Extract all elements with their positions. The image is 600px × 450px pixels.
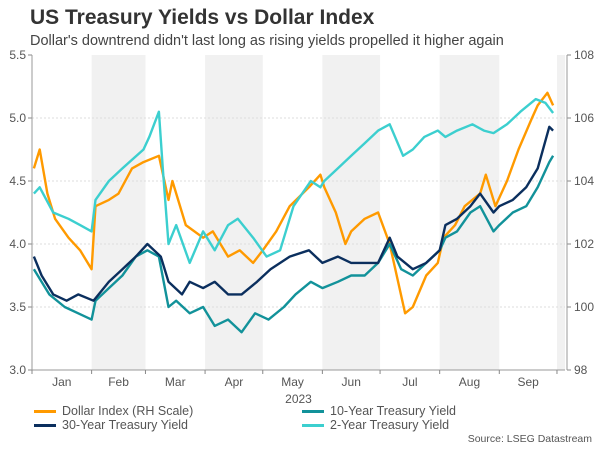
legend-swatch xyxy=(302,409,324,413)
y-left-tick-label: 4.5 xyxy=(9,174,26,188)
series-line-10-year-treasury-yield xyxy=(32,155,555,334)
y-right-tick-label: 106 xyxy=(574,111,594,125)
shaded-band xyxy=(556,55,565,370)
chart-subtitle: Dollar's downtrend didn't last long as r… xyxy=(30,33,504,49)
legend-label: Dollar Index (RH Scale) xyxy=(62,404,194,418)
legend-item-dollar: Dollar Index (RH Scale) xyxy=(34,404,193,418)
y-left-tick-label: 4.0 xyxy=(9,237,26,251)
shaded-band xyxy=(322,55,381,370)
y-left-tick-label: 3.0 xyxy=(9,363,26,377)
x-tick-label: Sep xyxy=(517,375,539,389)
y-left-tick-label: 5.5 xyxy=(9,48,26,62)
legend-swatch xyxy=(302,423,324,427)
legend-swatch xyxy=(34,409,56,413)
y-left-tick-label: 3.5 xyxy=(9,300,26,314)
shaded-band xyxy=(91,55,146,370)
series-line-2-year-treasury-yield xyxy=(33,97,555,265)
y-right-tick-label: 108 xyxy=(574,48,594,62)
x-tick-label: Aug xyxy=(459,375,480,389)
x-tick-label: May xyxy=(281,375,304,389)
x-tick-label: Apr xyxy=(225,375,244,389)
series-line-30-year-treasury-yield xyxy=(32,125,554,302)
legend-swatch xyxy=(34,423,56,427)
x-tick-label: Mar xyxy=(165,375,186,389)
legend-item-10y: 10-Year Treasury Yield xyxy=(302,404,456,418)
x-tick-label: Jun xyxy=(342,375,361,389)
legend-label: 2-Year Treasury Yield xyxy=(330,418,450,432)
y-right-tick-label: 100 xyxy=(574,300,594,314)
source-note: Source: LSEG Datastream xyxy=(467,433,592,445)
x-tick-label: Jul xyxy=(402,375,417,389)
x-tick-label: Jan xyxy=(52,375,71,389)
y-left-tick-label: 5.0 xyxy=(9,111,26,125)
legend-item-30y: 30-Year Treasury Yield xyxy=(34,418,188,432)
y-right-tick-label: 98 xyxy=(574,363,588,377)
x-axis-label: 2023 xyxy=(285,392,312,406)
legend-label: 10-Year Treasury Yield xyxy=(330,404,457,418)
y-right-tick-label: 102 xyxy=(574,237,594,251)
chart-title: US Treasury Yields vs Dollar Index xyxy=(30,6,375,29)
legend-item-2y: 2-Year Treasury Yield xyxy=(302,418,449,432)
legend-label: 30-Year Treasury Yield xyxy=(62,418,189,432)
x-tick-label: Feb xyxy=(108,375,129,389)
y-right-tick-label: 104 xyxy=(574,174,594,188)
